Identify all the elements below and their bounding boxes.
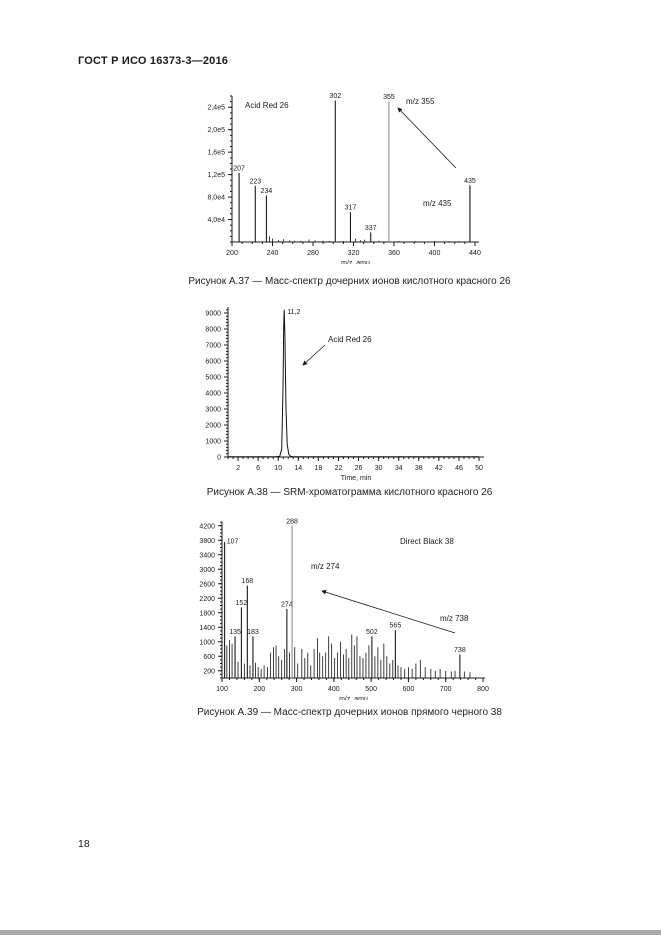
svg-text:1,2e5: 1,2e5 bbox=[207, 172, 225, 179]
svg-text:135: 135 bbox=[229, 629, 241, 636]
svg-text:700: 700 bbox=[440, 686, 452, 693]
svg-text:1000: 1000 bbox=[199, 639, 215, 646]
svg-text:6: 6 bbox=[256, 465, 260, 472]
figure-caption-a38: Рисунок А.38 — SRM-хроматограмма кислотн… bbox=[206, 487, 493, 498]
svg-text:234: 234 bbox=[261, 188, 273, 195]
svg-text:1400: 1400 bbox=[199, 625, 215, 632]
svg-text:Acid Red 26: Acid Red 26 bbox=[328, 335, 372, 344]
svg-text:m/z 738: m/z 738 bbox=[440, 614, 469, 623]
svg-text:565: 565 bbox=[390, 623, 402, 630]
svg-text:280: 280 bbox=[307, 250, 319, 257]
svg-text:355: 355 bbox=[383, 94, 395, 101]
svg-text:9000: 9000 bbox=[205, 311, 221, 318]
svg-text:Time, min: Time, min bbox=[341, 475, 372, 482]
svg-text:2600: 2600 bbox=[199, 581, 215, 588]
page-bottom-edge bbox=[0, 930, 661, 935]
svg-text:800: 800 bbox=[477, 686, 489, 693]
svg-text:152: 152 bbox=[236, 600, 248, 607]
svg-text:34: 34 bbox=[395, 465, 403, 472]
svg-text:274: 274 bbox=[281, 602, 293, 609]
svg-text:435: 435 bbox=[464, 178, 476, 185]
svg-text:183: 183 bbox=[247, 629, 259, 636]
svg-text:4000: 4000 bbox=[205, 391, 221, 398]
figure-caption-a37: Рисунок А.37 — Масс-спектр дочерних ионо… bbox=[188, 276, 511, 287]
svg-text:46: 46 bbox=[455, 465, 463, 472]
svg-text:3800: 3800 bbox=[199, 538, 215, 545]
svg-text:7000: 7000 bbox=[205, 343, 221, 350]
svg-text:600: 600 bbox=[403, 686, 415, 693]
svg-text:288: 288 bbox=[286, 518, 298, 525]
svg-text:3000: 3000 bbox=[199, 567, 215, 574]
svg-text:38: 38 bbox=[415, 465, 423, 472]
svg-text:Direct Black 38: Direct Black 38 bbox=[400, 537, 454, 546]
document-header: ГОСТ Р ИСО 16373-3—2016 bbox=[78, 55, 229, 67]
svg-text:5000: 5000 bbox=[205, 375, 221, 382]
svg-text:26: 26 bbox=[355, 465, 363, 472]
svg-text:6000: 6000 bbox=[205, 359, 221, 366]
svg-text:200: 200 bbox=[253, 686, 265, 693]
svg-text:m/z, amu: m/z, amu bbox=[339, 696, 368, 700]
svg-text:100: 100 bbox=[216, 686, 228, 693]
svg-text:10: 10 bbox=[274, 465, 282, 472]
svg-text:200: 200 bbox=[203, 668, 215, 675]
svg-text:1000: 1000 bbox=[205, 439, 221, 446]
svg-text:337: 337 bbox=[365, 225, 377, 232]
mass-spectrum-direct-black-38: 100 200 300 400 500 600 700 800 200 600 1000 1400 18… bbox=[199, 518, 489, 700]
svg-text:42: 42 bbox=[435, 465, 443, 472]
svg-text:4,0e4: 4,0e4 bbox=[207, 217, 225, 224]
svg-text:168: 168 bbox=[242, 578, 254, 585]
svg-text:m/z, amu: m/z, amu bbox=[341, 260, 370, 264]
svg-text:3000: 3000 bbox=[205, 407, 221, 414]
svg-text:440: 440 bbox=[469, 250, 481, 257]
svg-text:22: 22 bbox=[335, 465, 343, 472]
svg-text:8,0e4: 8,0e4 bbox=[207, 195, 225, 202]
svg-text:500: 500 bbox=[365, 686, 377, 693]
svg-text:50: 50 bbox=[475, 465, 483, 472]
svg-text:1800: 1800 bbox=[199, 610, 215, 617]
figure-caption-a39: Рисунок А.39 — Масс-спектр дочерних ионо… bbox=[197, 707, 502, 718]
svg-text:320: 320 bbox=[348, 250, 360, 257]
svg-text:m/z 355: m/z 355 bbox=[406, 97, 435, 106]
svg-text:207: 207 bbox=[233, 165, 245, 172]
svg-text:2,4e5: 2,4e5 bbox=[207, 105, 225, 112]
svg-text:400: 400 bbox=[328, 686, 340, 693]
svg-text:360: 360 bbox=[388, 250, 400, 257]
svg-text:600: 600 bbox=[203, 654, 215, 661]
svg-text:0: 0 bbox=[217, 455, 221, 462]
svg-text:30: 30 bbox=[375, 465, 383, 472]
svg-text:300: 300 bbox=[291, 686, 303, 693]
svg-text:107: 107 bbox=[227, 539, 239, 546]
svg-text:2200: 2200 bbox=[199, 596, 215, 603]
svg-text:2: 2 bbox=[236, 465, 240, 472]
svg-text:302: 302 bbox=[329, 93, 341, 100]
svg-text:14: 14 bbox=[294, 465, 302, 472]
mass-spectrum-acid-red-26: 200 240 280 320 360 400 440 4,0e4 8,0e4 1,2e5 1,6e… bbox=[207, 93, 481, 264]
svg-text:m/z 435: m/z 435 bbox=[423, 199, 452, 208]
svg-text:738: 738 bbox=[454, 647, 466, 654]
svg-text:502: 502 bbox=[366, 629, 378, 636]
svg-text:200: 200 bbox=[226, 250, 238, 257]
svg-text:2,0e5: 2,0e5 bbox=[207, 127, 225, 134]
svg-text:18: 18 bbox=[314, 465, 322, 472]
svg-text:11,2: 11,2 bbox=[287, 309, 300, 316]
svg-text:2000: 2000 bbox=[205, 423, 221, 430]
svg-text:400: 400 bbox=[429, 250, 441, 257]
page-number: 18 bbox=[78, 838, 90, 850]
svg-text:3400: 3400 bbox=[199, 552, 215, 559]
svg-text:Acid Red 26: Acid Red 26 bbox=[245, 101, 289, 110]
svg-text:1,6e5: 1,6e5 bbox=[207, 150, 225, 157]
svg-text:240: 240 bbox=[267, 250, 279, 257]
svg-text:317: 317 bbox=[345, 205, 357, 212]
svg-text:m/z 274: m/z 274 bbox=[311, 562, 340, 571]
svg-text:8000: 8000 bbox=[205, 327, 221, 334]
srm-chromatogram-acid-red-26: 2 6 10 14 18 22 26 30 34 38 42 46 500100020003000400… bbox=[205, 307, 485, 482]
svg-text:4200: 4200 bbox=[199, 523, 215, 530]
svg-text:223: 223 bbox=[249, 178, 261, 185]
